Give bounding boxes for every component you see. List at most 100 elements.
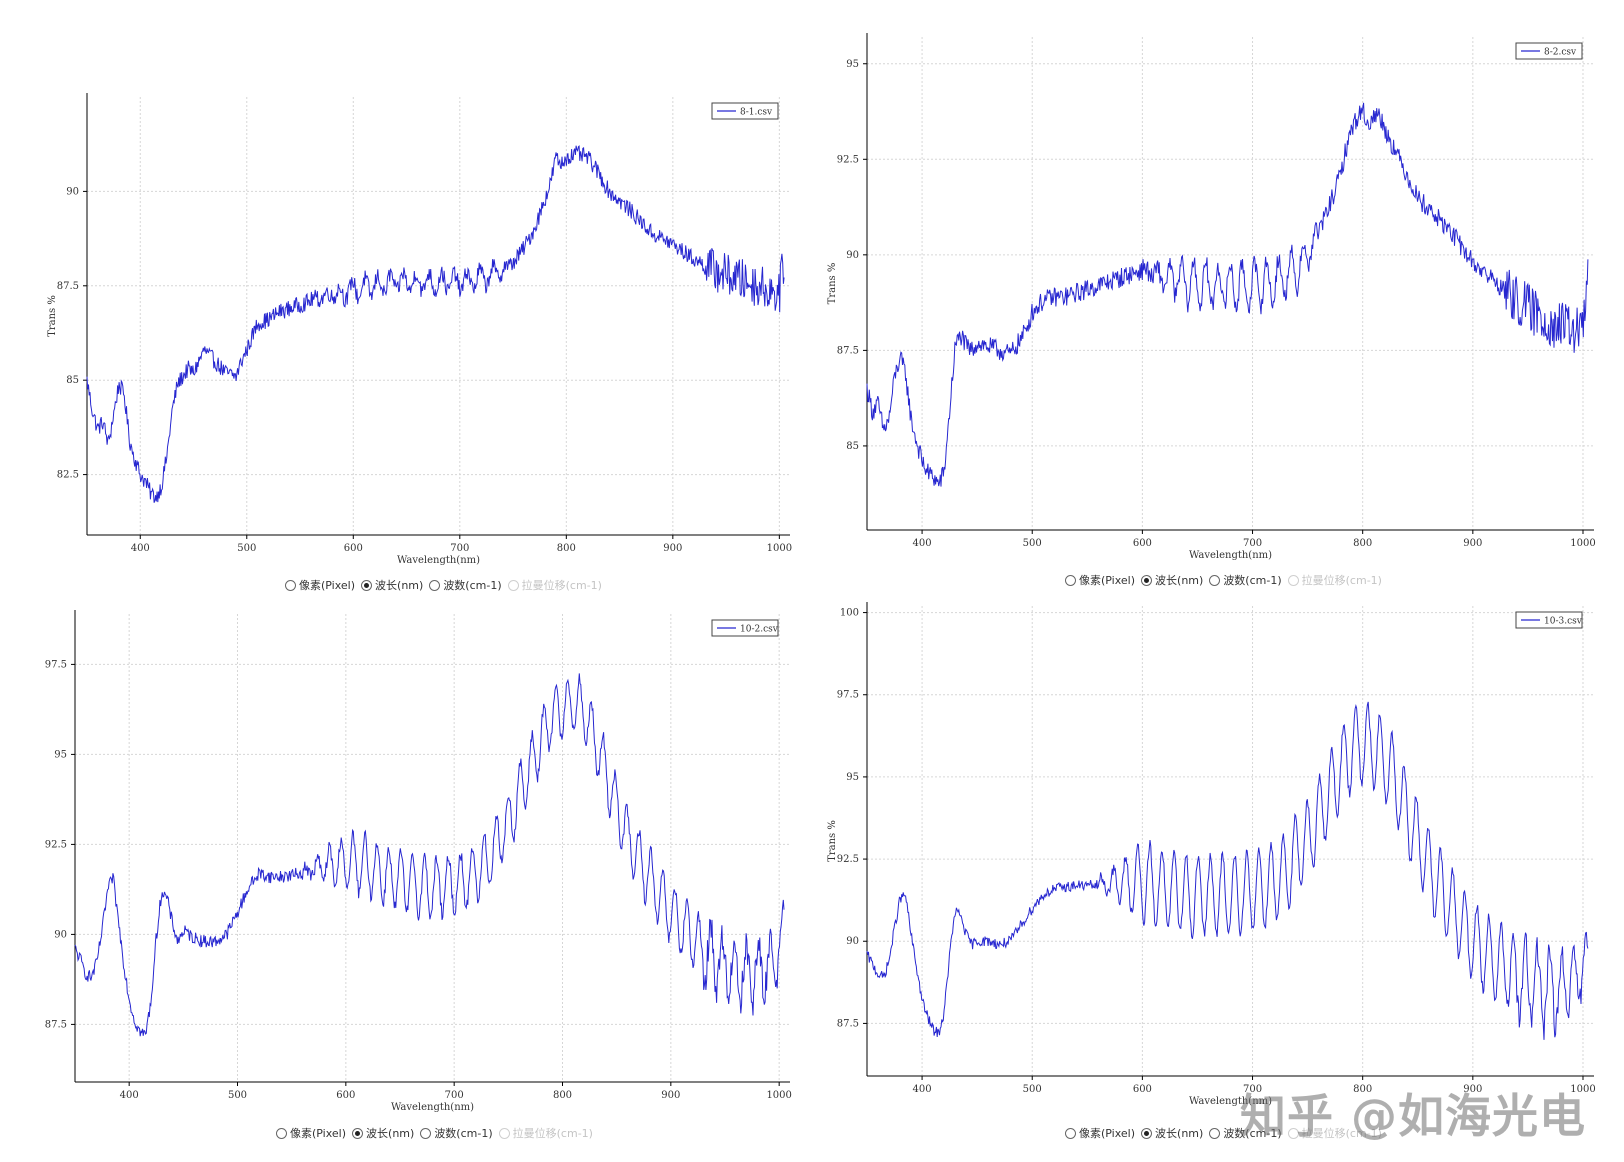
x-tick-label: 800 [557, 543, 576, 554]
legend-label: 10-3.csv [1544, 617, 1583, 627]
radio-circle-icon [276, 1127, 287, 1139]
mode-radio-row-2: 像素(Pixel) 波长(nm) 波数(cm-1) 拉曼位移(cm-1) [1065, 572, 1382, 588]
x-tick-label: 400 [131, 543, 150, 554]
radio-circle-icon [1209, 1127, 1221, 1139]
x-axis-label: Wavelength(nm) [1189, 550, 1272, 561]
x-tick-label: 700 [450, 543, 469, 554]
y-tick-label: 95 [846, 59, 859, 70]
radio-option: 拉曼位移(cm-1) [1287, 572, 1382, 588]
radio-label: 像素(Pixel) [290, 1127, 347, 1140]
mode-radio-row-1: 像素(Pixel) 波长(nm) 波数(cm-1) 拉曼位移(cm-1) [285, 577, 602, 593]
y-tick-label: 97.5 [45, 659, 67, 670]
radio-option[interactable]: 波数(cm-1) [420, 1125, 493, 1141]
radio-option[interactable]: 像素(Pixel) [1065, 572, 1135, 588]
radio-option: 拉曼位移(cm-1) [1287, 1125, 1382, 1141]
radio-option[interactable]: 像素(Pixel) [285, 577, 355, 593]
y-tick-label: 90 [66, 186, 79, 197]
watermark: 知乎 @如海光电 [1240, 1089, 1587, 1143]
x-tick-label: 400 [913, 1084, 932, 1095]
x-tick-label: 800 [1353, 538, 1372, 549]
legend-box [711, 102, 779, 120]
x-tick-label: 500 [1023, 538, 1042, 549]
y-axis-label: Trans % [827, 820, 838, 862]
plot-8-2: 400 500 600 700 800 900 1000 85 87.5 90 92.5 95 Wave… [827, 33, 1596, 561]
x-tick-label: 700 [1243, 1084, 1262, 1095]
y-tick-label: 90 [54, 929, 67, 940]
y-tick-label: 92.5 [837, 854, 859, 865]
x-tick-label: 900 [1463, 538, 1482, 549]
radio-option[interactable]: 波长(nm) [1141, 1125, 1203, 1141]
radio-option[interactable]: 波数(cm-1) [429, 577, 502, 593]
y-tick-label: 92.5 [45, 839, 67, 850]
x-tick-label: 700 [1243, 538, 1262, 549]
x-tick-label: 500 [228, 1090, 247, 1101]
radio-circle-icon [285, 579, 296, 591]
radio-option: 拉曼位移(cm-1) [498, 1125, 593, 1141]
legend-box [1515, 42, 1583, 60]
x-tick-label: 800 [1353, 1084, 1372, 1095]
legend: 8-1.csv [711, 102, 779, 120]
y-tick-label: 82.5 [57, 470, 79, 481]
radio-dot-icon [355, 1130, 361, 1136]
radio-label: 像素(Pixel) [1079, 574, 1136, 587]
legend: 10-3.csv [1515, 611, 1583, 629]
radio-circle-icon [1287, 574, 1299, 586]
radio-option[interactable]: 波长(nm) [361, 577, 423, 593]
radio-label: 像素(Pixel) [299, 579, 356, 592]
radio-label: 拉曼位移(cm-1) [1301, 574, 1382, 587]
radio-label: 波数(cm-1) [434, 1127, 493, 1140]
x-tick-label: 600 [1133, 538, 1152, 549]
radio-label: 拉曼位移(cm-1) [521, 579, 602, 592]
plot-8-1: 400 500 600 700 800 900 1000 82.5 85 87.5 90 Wavele… [47, 93, 792, 566]
radio-option[interactable]: 像素(Pixel) [276, 1125, 346, 1141]
radio-option[interactable]: 波长(nm) [1141, 572, 1203, 588]
radio-label: 拉曼位移(cm-1) [1301, 1127, 1382, 1140]
chart-panel-8-1: 400 500 600 700 800 900 1000 82.5 85 87.5 90 Wavele… [0, 0, 812, 580]
y-tick-label: 87.5 [837, 345, 859, 356]
legend: 10-2.csv [711, 619, 779, 637]
y-tick-label: 100 [840, 608, 859, 619]
radio-option[interactable]: 波数(cm-1) [1209, 1125, 1282, 1141]
grid [75, 614, 790, 1082]
x-tick-label: 1000 [1570, 1084, 1595, 1095]
y-tick-label: 87.5 [45, 1019, 67, 1030]
radio-circle-icon [1287, 1127, 1299, 1139]
radio-label: 波长(nm) [375, 579, 424, 592]
x-axis-label: Wavelength(nm) [397, 555, 480, 566]
chart-panel-10-3: 400 500 600 700 800 900 1000 87.5 90 92.5 95 97.5 10… [812, 600, 1624, 1140]
radio-label: 波长(nm) [1155, 574, 1204, 587]
radio-option: 拉曼位移(cm-1) [507, 577, 602, 593]
legend-label: 8-1.csv [740, 108, 773, 118]
y-tick-label: 90 [846, 936, 859, 947]
radio-option[interactable]: 波长(nm) [352, 1125, 414, 1141]
grid [867, 606, 1594, 1076]
radio-circle-icon [1141, 574, 1153, 586]
radio-circle-icon [1209, 574, 1221, 586]
x-axis-label: Wavelength(nm) [1189, 1096, 1272, 1107]
x-tick-label: 900 [661, 1090, 680, 1101]
grid [867, 37, 1594, 530]
y-tick-label: 85 [846, 441, 859, 452]
x-tick-label: 900 [663, 543, 682, 554]
radio-circle-icon [352, 1127, 364, 1139]
legend-box [711, 619, 779, 637]
plot-10-2: 400 500 600 700 800 900 1000 87.5 90 92.5 95 97.5 Wa… [45, 610, 792, 1113]
y-tick-label: 87.5 [837, 1018, 859, 1029]
radio-circle-icon [420, 1127, 432, 1139]
legend-label: 8-2.csv [1544, 48, 1577, 58]
x-tick-label: 500 [237, 543, 256, 554]
radio-label: 波数(cm-1) [1223, 1127, 1282, 1140]
mode-radio-row-4: 像素(Pixel) 波长(nm) 波数(cm-1) 拉曼位移(cm-1) [1065, 1125, 1382, 1141]
grid [87, 97, 790, 535]
x-tick-label: 500 [1023, 1084, 1042, 1095]
plot-10-3: 400 500 600 700 800 900 1000 87.5 90 92.5 95 97.5 10… [827, 602, 1596, 1107]
y-tick-label: 95 [846, 772, 859, 783]
x-tick-label: 600 [336, 1090, 355, 1101]
y-axis-label: Trans % [47, 295, 58, 337]
legend-box [1515, 611, 1583, 629]
series-line [866, 701, 1589, 1040]
radio-option[interactable]: 波数(cm-1) [1209, 572, 1282, 588]
x-tick-label: 1000 [767, 543, 792, 554]
radio-label: 像素(Pixel) [1079, 1127, 1136, 1140]
radio-option[interactable]: 像素(Pixel) [1065, 1125, 1135, 1141]
